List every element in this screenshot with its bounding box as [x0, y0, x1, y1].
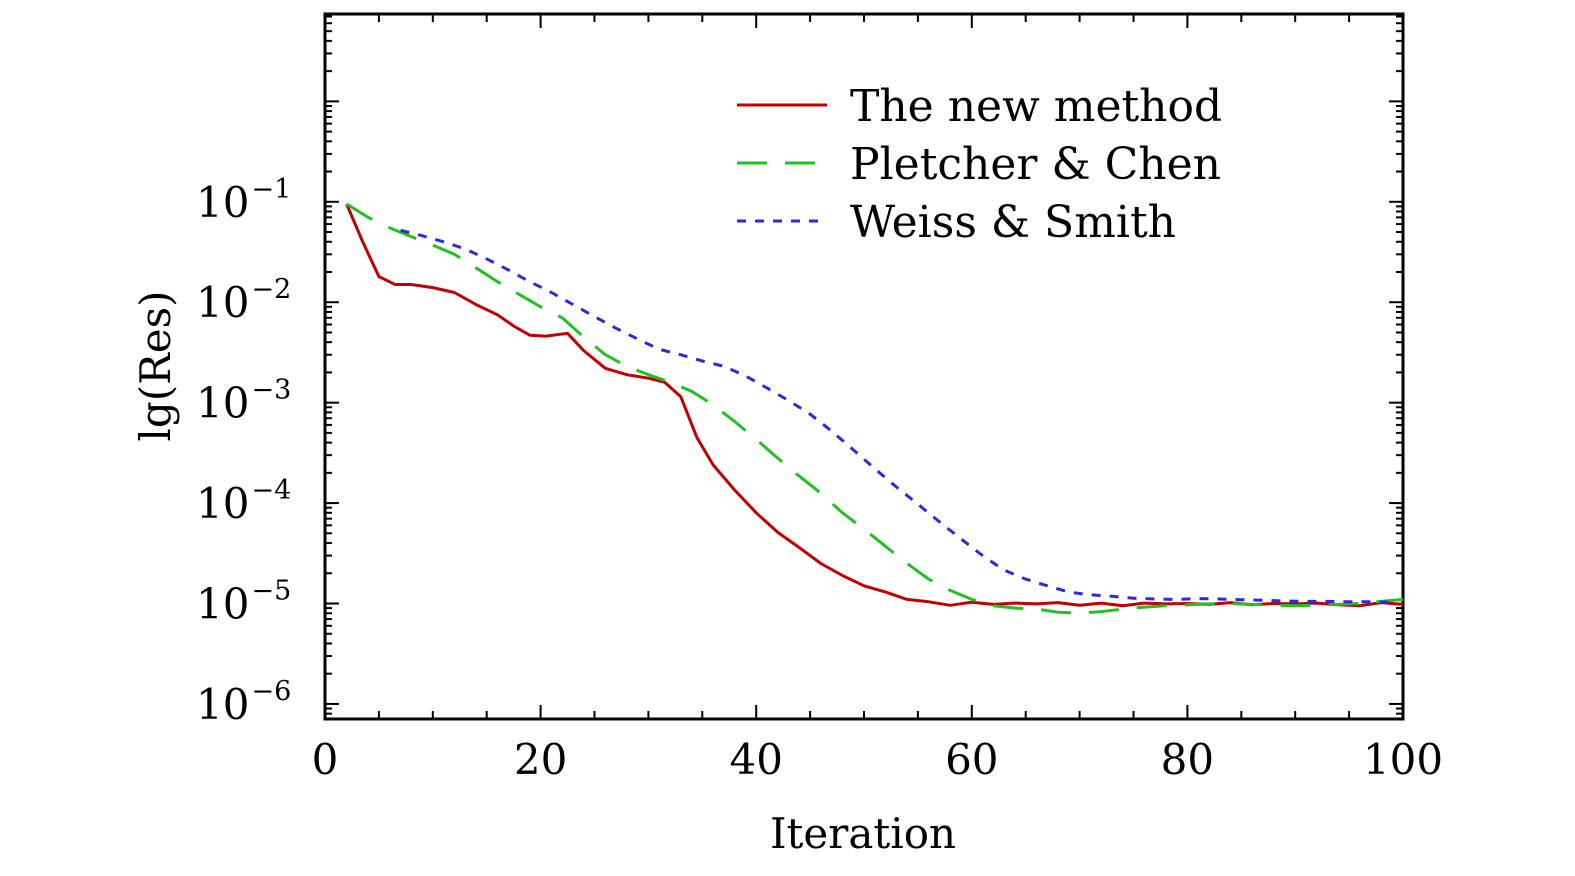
series-line-0	[345, 203, 1404, 608]
series-layer	[345, 202, 1404, 615]
y-tick-exponent: −6	[251, 676, 291, 707]
y-tick-exponent: −2	[251, 274, 291, 305]
x-tick-label: 60	[945, 735, 998, 784]
x-tick-label: 100	[1363, 735, 1443, 784]
legend-label-0: The new method	[850, 81, 1222, 132]
y-tick-label: 10−4	[196, 475, 291, 528]
y-tick-base: 10	[196, 680, 249, 729]
y-axis-label: lg(Res)	[131, 290, 180, 441]
legend: The new method Pletcher & Chen Weiss & Smi…	[737, 81, 1222, 248]
y-tick-base: 10	[196, 379, 249, 428]
y-tick-base: 10	[196, 479, 249, 528]
legend-label-2: Weiss & Smith	[850, 197, 1176, 248]
y-tick-exponent: −5	[251, 576, 291, 607]
x-tick-label: 80	[1161, 735, 1214, 784]
y-tick-base: 10	[196, 178, 249, 227]
y-tick-base: 10	[196, 278, 249, 327]
legend-label-1: Pletcher & Chen	[850, 139, 1221, 190]
y-tick-base: 10	[196, 580, 249, 629]
y-tick-exponent: −4	[251, 475, 291, 506]
x-axis-ticks: 0 20 40 60 80 100	[312, 14, 1443, 784]
series-line-1	[345, 202, 1404, 615]
y-tick-exponent: −3	[251, 375, 291, 406]
y-tick-label: 10−3	[196, 375, 291, 428]
x-tick-label: 0	[312, 735, 339, 784]
y-tick-label: 10−2	[196, 274, 291, 327]
x-axis-label: Iteration	[770, 809, 956, 858]
x-tick-label: 20	[514, 735, 567, 784]
y-axis-ticks: 10−110−210−310−410−510−6	[196, 15, 1403, 729]
x-tick-label: 40	[729, 735, 782, 784]
series-line-2	[400, 228, 1393, 604]
y-tick-exponent: −1	[251, 174, 291, 205]
y-tick-label: 10−5	[196, 576, 291, 629]
y-tick-label: 10−6	[196, 676, 291, 729]
y-tick-label: 10−1	[196, 174, 291, 227]
